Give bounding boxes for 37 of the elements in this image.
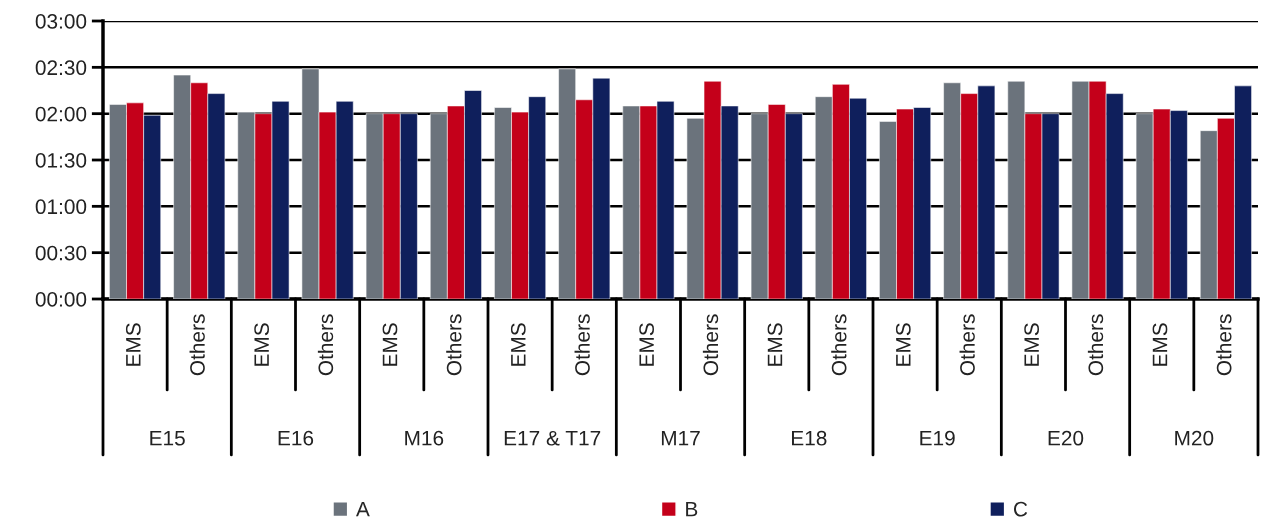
text: E19 [920, 430, 955, 446]
x-tick-label: EMS [382, 323, 398, 366]
x-tick-label: EMS [767, 323, 783, 366]
y-tick-label: 01:00 [35, 199, 87, 215]
legend-label: C [1013, 501, 1028, 517]
y-tick-label: 02:30 [35, 60, 87, 76]
text: E16 [278, 430, 314, 446]
legend-label: B [686, 501, 698, 517]
x-tick-label: Others [317, 314, 334, 376]
text: E15 [150, 431, 185, 446]
x-tick-label: EMS [125, 323, 141, 366]
x-tick-label: EMS [1152, 323, 1168, 366]
x-tick-label: Others [702, 314, 719, 376]
x-tick-label: EMS [639, 323, 655, 366]
x-tick-label: EMS [254, 323, 270, 366]
x-tick-label: Others [1216, 314, 1232, 376]
x-tick-label: EMS [895, 323, 911, 366]
x-tick-label: Others [446, 314, 462, 376]
text: M17 [661, 431, 700, 446]
x-tick-label: Others [831, 314, 847, 376]
text: M20 [1175, 430, 1214, 446]
y-tick-label: 00:00 [35, 292, 87, 307]
x-tick-label: Others [189, 314, 205, 376]
x-tick-label: EMS [1024, 323, 1040, 366]
text: E20 [1048, 430, 1084, 446]
legend-label: A [356, 501, 370, 517]
text: E17 & T17 [504, 430, 601, 446]
x-tick-label: Others [959, 314, 975, 376]
y-tick-label: 01:30 [35, 153, 87, 168]
x-tick-label: Others [574, 314, 590, 376]
y-tick-label: 03:00 [35, 14, 87, 29]
y-tick-label: 02:00 [35, 106, 87, 122]
x-tick-label: EMS [510, 323, 526, 366]
x-tick-label: Others [1087, 314, 1104, 376]
text: E18 [792, 430, 827, 446]
y-tick-label: 00:30 [35, 245, 87, 261]
text: M16 [405, 430, 444, 446]
